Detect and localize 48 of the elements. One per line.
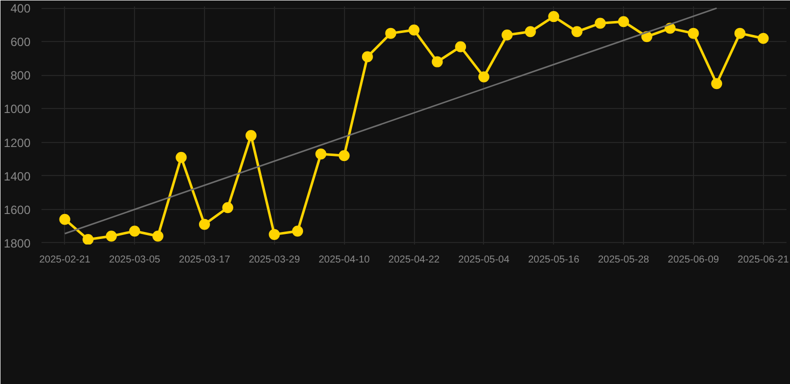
x-tick-label: 2025-04-10 [318,254,370,266]
point [82,234,94,244]
x-tick-label: 2025-06-21 [738,254,790,266]
point [106,230,117,242]
point [338,150,350,162]
y-tick-label: 1800 [4,236,31,250]
point [688,28,699,39]
point [246,130,257,142]
y-tick-label: 400 [10,2,31,16]
point [432,56,443,68]
point [222,202,234,214]
point [734,28,746,39]
point [129,226,140,237]
point [455,41,466,52]
point [594,18,606,29]
x-tick-label: 2025-04-22 [388,254,440,266]
x-tick-label: 2025-05-16 [528,254,580,266]
point [758,32,769,44]
point [268,228,280,240]
point [478,71,490,82]
x-tick-label: 2025-03-17 [178,254,230,266]
point [618,16,630,28]
y-tick-label: 1000 [4,102,31,116]
point [524,26,536,38]
point [385,28,396,39]
x-tick-label: 2025-06-09 [668,254,720,266]
x-tick-label: 2025-02-21 [39,254,91,266]
y-tick-label: 1200 [4,136,31,150]
y-tick-label: 600 [10,35,31,50]
x-tick-label: 2025-03-05 [109,254,161,266]
point [362,51,373,62]
point [571,26,582,38]
point [176,152,187,163]
point [152,230,164,242]
point [198,218,210,230]
point [292,226,304,237]
point [315,148,326,160]
x-tick-label: 2025-05-28 [598,254,650,266]
point [502,30,513,40]
y-tick-label: 800 [10,68,31,83]
point [711,78,722,90]
point [408,24,420,36]
point [59,214,70,225]
point [548,11,560,22]
y-tick-label: 1400 [4,169,31,184]
x-tick-label: 2025-03-29 [248,254,300,266]
y-tick-label: 1600 [4,202,31,217]
x-tick-label: 2025-05-04 [458,254,510,266]
